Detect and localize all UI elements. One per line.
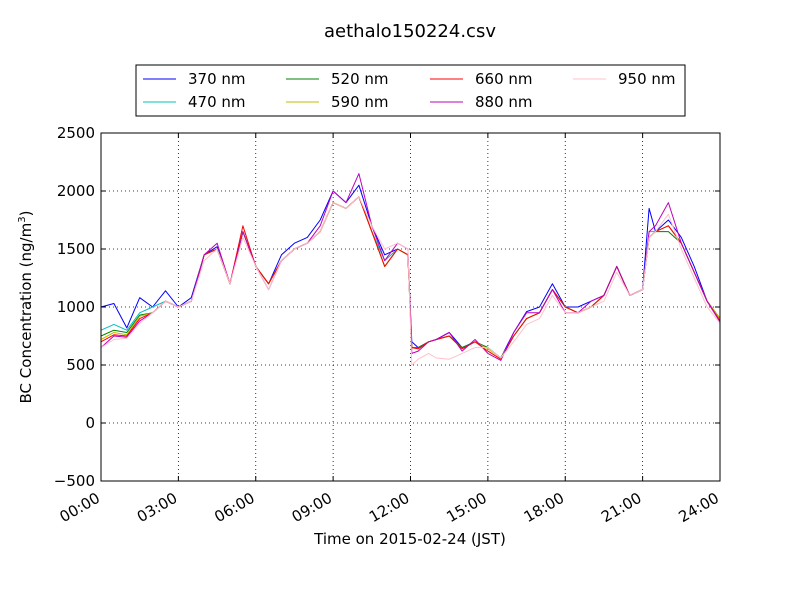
axis-ticks xyxy=(100,132,721,482)
y-tick-label: 500 xyxy=(66,356,95,374)
y-tick-label: 2000 xyxy=(57,182,95,200)
y-tick-label: −500 xyxy=(54,472,95,490)
x-axis-label: Time on 2015-02-24 (JST) xyxy=(313,530,506,548)
legend-label: 520 nm xyxy=(331,70,389,88)
y-axis-tick-labels: −500 0 500 1000 1500 2000 2500 xyxy=(54,124,95,490)
chart-title: aethalo150224.csv xyxy=(324,21,496,42)
legend: 370 nm 470 nm 520 nm 590 nm 660 nm 880 nm 950 … xyxy=(135,64,686,117)
y-axis-label-close: ) xyxy=(17,211,35,217)
y-tick-label: 1500 xyxy=(57,240,95,258)
y-tick-label: 0 xyxy=(85,414,95,432)
series-line-950-nm xyxy=(100,196,721,366)
legend-label: 660 nm xyxy=(475,70,533,88)
y-axis-label-main: BC Concentration (ng/m xyxy=(17,223,35,404)
y-axis-label: BC Concentration (ng/m3) xyxy=(17,211,35,404)
legend-label: 880 nm xyxy=(475,93,533,111)
legend-box xyxy=(135,64,686,117)
y-axis-label-superscript: 3 xyxy=(17,216,28,222)
legend-label: 370 nm xyxy=(188,70,246,88)
plot-area xyxy=(100,132,721,482)
y-tick-label: 2500 xyxy=(57,124,95,142)
legend-label: 950 nm xyxy=(618,70,676,88)
series-line-880-nm xyxy=(100,173,721,361)
series-lines xyxy=(100,173,721,366)
legend-label: 470 nm xyxy=(188,93,246,111)
y-tick-label: 1000 xyxy=(57,298,95,316)
legend-label: 590 nm xyxy=(331,93,389,111)
legend-entries: 370 nm 470 nm 520 nm 590 nm 660 nm 880 nm 950 … xyxy=(143,70,676,111)
